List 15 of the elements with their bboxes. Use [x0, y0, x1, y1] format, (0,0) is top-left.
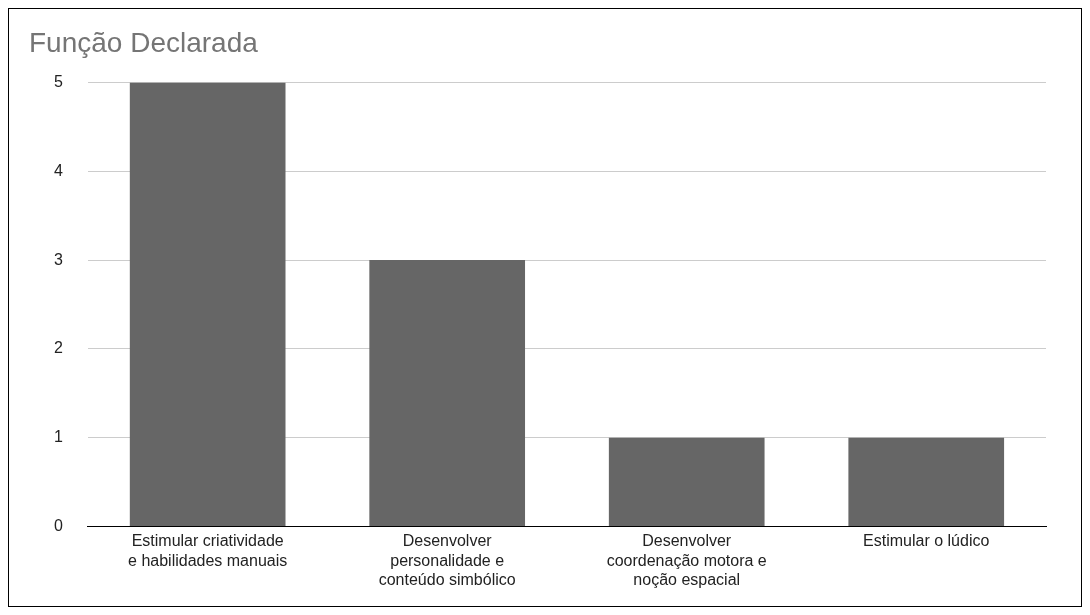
chart-title: Função Declarada — [29, 26, 259, 58]
x-tick-label: Estimular o lúdico — [863, 532, 990, 550]
bar — [848, 437, 1005, 526]
x-tick-label: Desenvolver personalidade e conteúdo simbólico — [378, 532, 516, 588]
y-tick-label: 0 — [53, 516, 63, 534]
y-tick-label: 3 — [53, 250, 63, 268]
y-tick-label: 1 — [53, 428, 63, 446]
y-tick-label: 5 — [53, 73, 63, 91]
x-tick-label: Desenvolver coordenação motora e noção espacial — [606, 532, 767, 588]
y-tick-label: 2 — [53, 339, 63, 357]
bar — [369, 260, 526, 526]
x-tick-label: Estimular criatividade e habilidades manuais — [128, 532, 288, 569]
bar — [608, 437, 765, 526]
bar — [129, 82, 286, 526]
y-tick-label: 4 — [53, 161, 63, 179]
